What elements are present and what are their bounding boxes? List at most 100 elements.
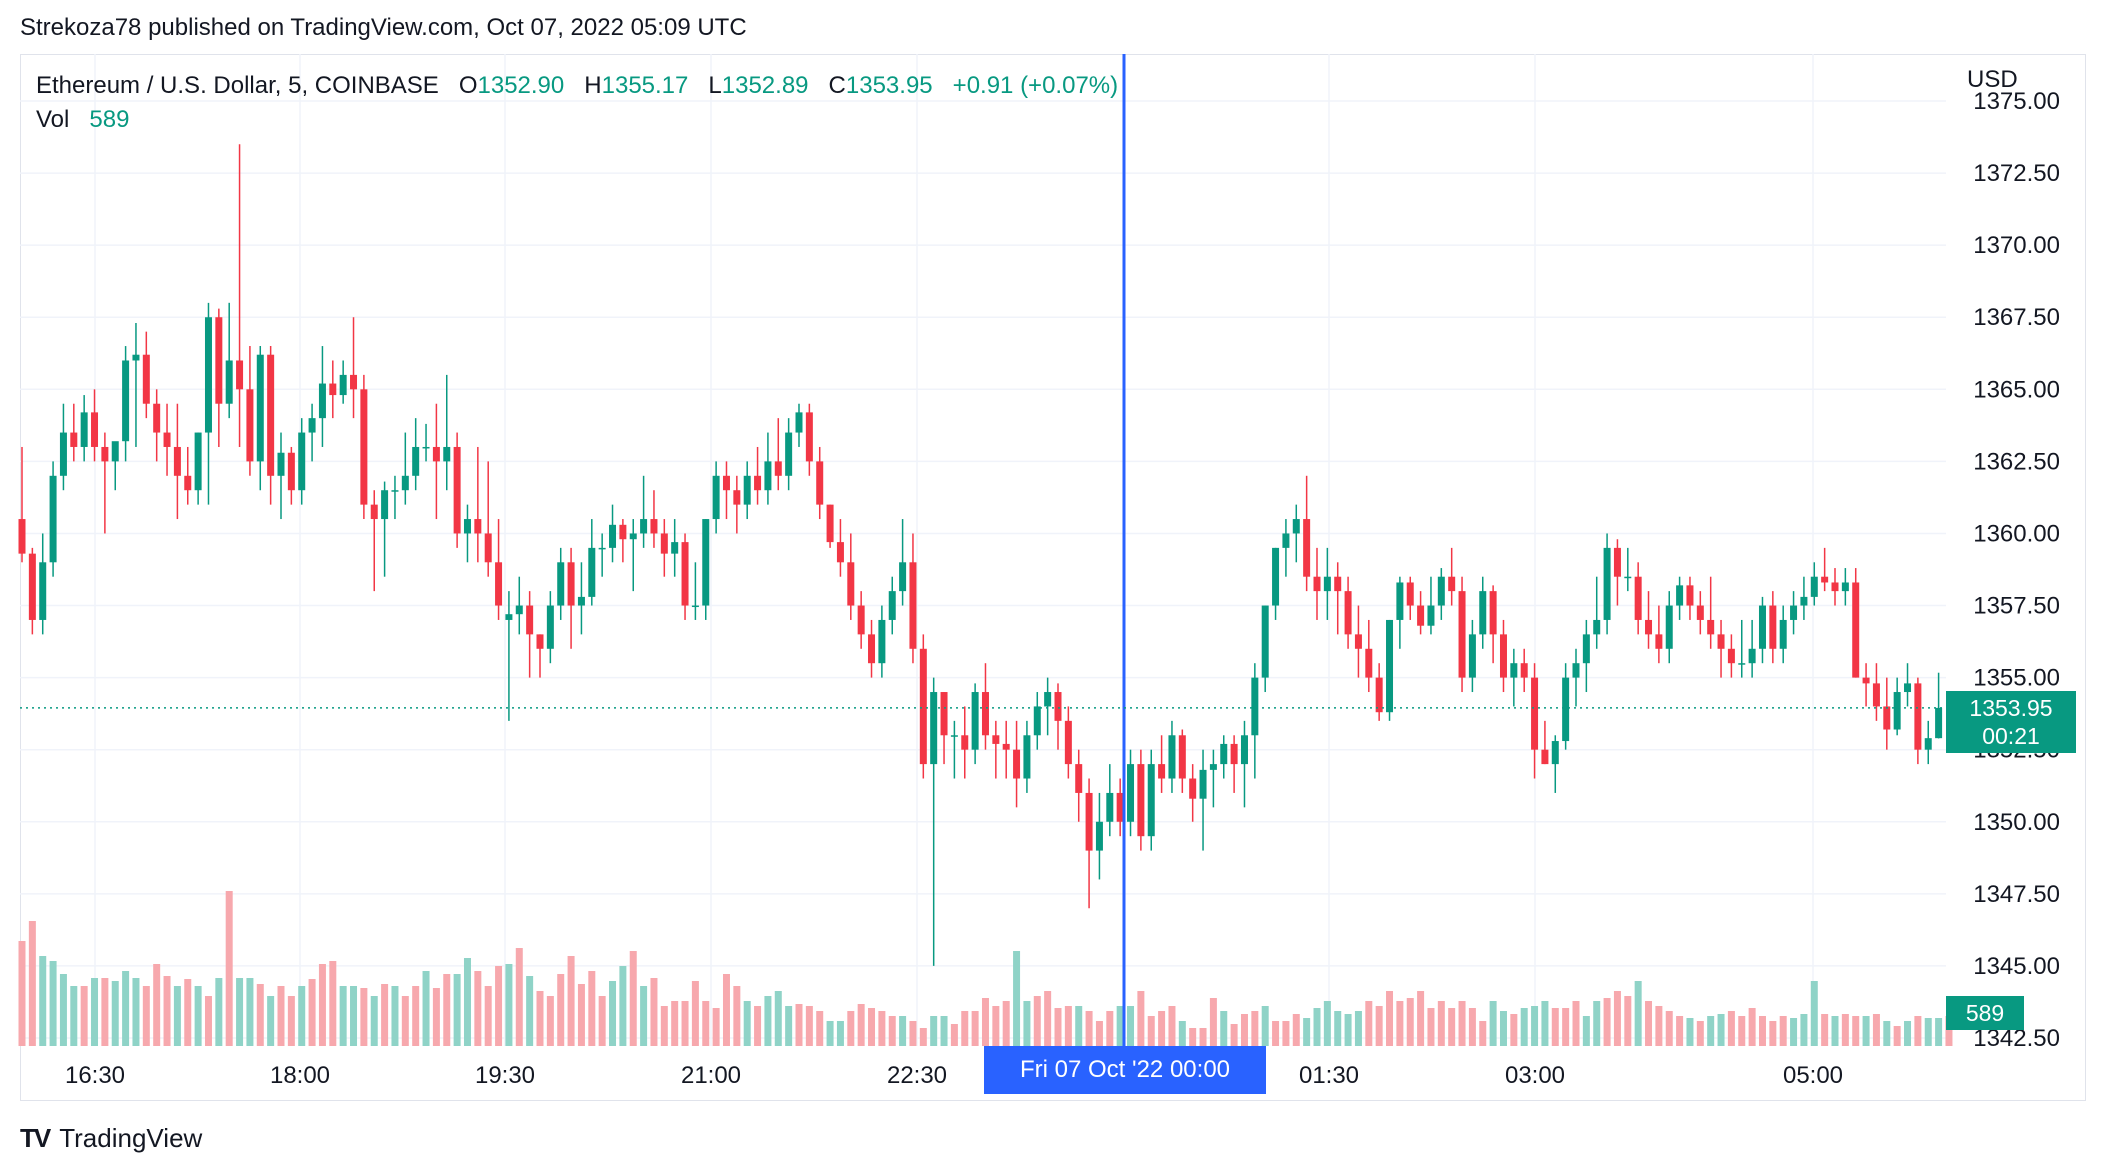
candle-body [1448, 576, 1456, 592]
candle-body [495, 562, 503, 606]
volume-bar [474, 971, 482, 1046]
volume-bar [28, 921, 36, 1046]
candle-body [640, 519, 648, 534]
volume-bar [1852, 1016, 1860, 1046]
volume-bar [899, 1016, 907, 1046]
volume-bar [339, 986, 347, 1046]
volume-bar [1748, 1008, 1756, 1046]
candle-body [215, 317, 223, 404]
candle-body [774, 461, 782, 476]
volume-bar [1458, 1001, 1466, 1046]
volume-bar [557, 974, 565, 1046]
volume-bar [432, 988, 440, 1046]
candle-body [360, 389, 368, 505]
volume-bar [1406, 998, 1414, 1046]
candle-body [588, 547, 596, 597]
volume-bar [412, 986, 420, 1046]
candle-body [18, 519, 26, 554]
volume-bar [505, 964, 513, 1046]
candle-body [1499, 634, 1507, 678]
volume-bar [754, 1006, 762, 1046]
candle-body [1831, 582, 1839, 592]
volume-bar [515, 948, 523, 1046]
candle-body [1261, 605, 1269, 678]
currency-label[interactable]: USD [1967, 66, 2018, 93]
candle-body [453, 446, 461, 534]
candle-body [1531, 677, 1539, 750]
candle-body [1738, 663, 1746, 665]
candle-body [1323, 576, 1331, 592]
volume-bar [1603, 998, 1611, 1046]
candle-body [1189, 778, 1197, 799]
volume-bar [1831, 1016, 1839, 1046]
chart-panel[interactable] [20, 54, 2086, 1101]
candle-body [1095, 821, 1103, 851]
volume-bar [971, 1011, 979, 1046]
candle-body [350, 374, 358, 390]
candle-body [567, 562, 575, 606]
candle-body [971, 692, 979, 750]
volume-bar [70, 986, 78, 1046]
candle-body [122, 360, 130, 442]
candle-body [816, 461, 824, 505]
volume-bar [1386, 991, 1394, 1046]
volume-bar [1551, 1008, 1559, 1046]
tradingview-footer[interactable]: TV TradingView [20, 1123, 202, 1154]
candle-body [432, 446, 440, 462]
volume-bar [1841, 1014, 1849, 1046]
volume-bar [215, 978, 223, 1046]
volume-bars [18, 891, 1953, 1046]
x-axis-ticks: 16:30 18:00 19:30 21:00 22:30 01:30 03:00 05:00 [65, 1062, 1843, 1089]
candle-body [1365, 648, 1373, 678]
candle-body [1240, 735, 1248, 765]
candle-body [1904, 683, 1912, 693]
volume-bar [1230, 1024, 1238, 1046]
volume-bar [49, 961, 57, 1046]
publish-attribution: Strekoza78 published on TradingView.com,… [20, 14, 747, 41]
y-tick-label: 1347.50 [1973, 881, 2060, 908]
volume-bar [1665, 1011, 1673, 1046]
volume-bar [1199, 1028, 1207, 1046]
volume-bar [1323, 1001, 1331, 1046]
candle-body [1344, 591, 1352, 635]
volume-bar [1582, 1016, 1590, 1046]
volume-bar [1945, 1016, 1953, 1046]
x-tick-label: 03:00 [1505, 1062, 1565, 1089]
vol-label[interactable]: Vol [36, 106, 70, 133]
open-value: 1352.90 [477, 72, 565, 99]
candle-body [805, 412, 813, 462]
volume-bar [1468, 1008, 1476, 1046]
volume-bar [1375, 1006, 1383, 1046]
volume-bar [1562, 1008, 1570, 1046]
volume-bar [836, 1021, 844, 1046]
volume-bar [774, 991, 782, 1046]
open-label: O [458, 72, 478, 99]
candle-body [1406, 582, 1414, 606]
candle-body [899, 562, 907, 592]
volume-bar [1613, 991, 1621, 1046]
volume-bar [122, 971, 130, 1046]
candle-body [194, 432, 202, 491]
volume-bar [909, 1021, 917, 1046]
volume-bar [1769, 1021, 1777, 1046]
candle-body [598, 547, 606, 550]
volume-bar [619, 966, 627, 1046]
symbol-label[interactable]: Ethereum / U.S. Dollar, 5, COINBASE [36, 72, 439, 99]
volume-bar [184, 979, 192, 1046]
volume-bar [1883, 1021, 1891, 1046]
volume-bar [463, 958, 471, 1046]
candle-body [28, 553, 36, 620]
candle-body [1645, 619, 1653, 635]
candle-body [1510, 663, 1518, 678]
candle-body [754, 475, 762, 491]
volume-bar [1417, 991, 1425, 1046]
volume-bar [1354, 1011, 1362, 1046]
candle-body [919, 648, 927, 765]
volume-bar [173, 986, 181, 1046]
volume-bar [1240, 1014, 1248, 1046]
y-tick-label: 1372.50 [1973, 160, 2060, 187]
candle-body [142, 354, 150, 404]
candle-body [267, 354, 275, 476]
low-value: 1352.89 [721, 72, 809, 99]
